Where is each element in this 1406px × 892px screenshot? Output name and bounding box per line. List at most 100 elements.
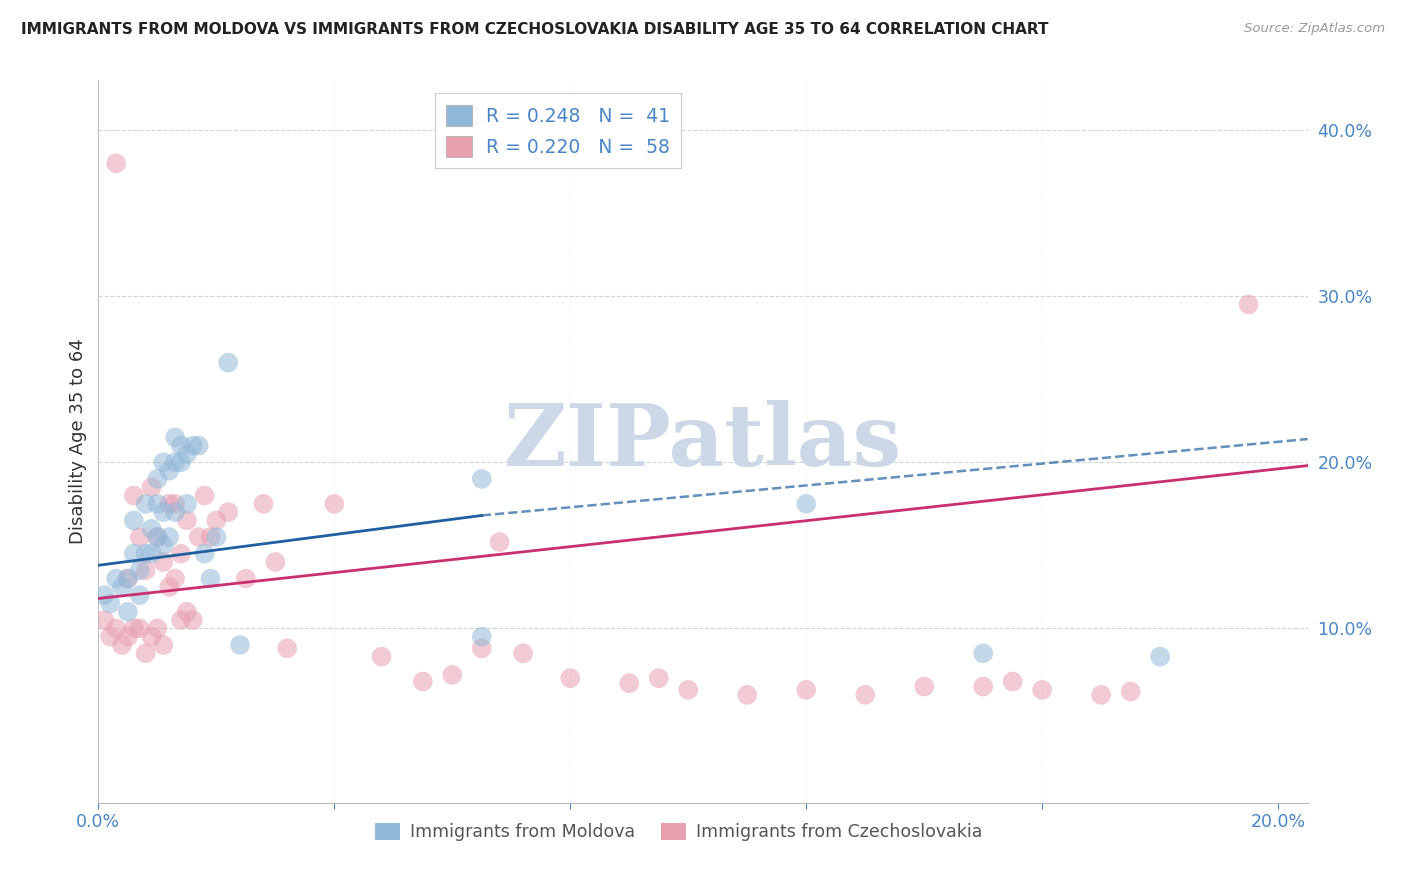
Point — [205, 530, 228, 544]
Point — [141, 547, 163, 561]
Point — [560, 671, 582, 685]
Point — [165, 505, 187, 519]
Point — [152, 638, 174, 652]
Point — [128, 588, 150, 602]
Point — [111, 580, 134, 594]
Point — [122, 547, 145, 561]
Point — [181, 439, 204, 453]
Point — [135, 563, 157, 577]
Point — [146, 497, 169, 511]
Point — [794, 682, 817, 697]
Point — [176, 605, 198, 619]
Point — [323, 497, 346, 511]
Point — [117, 605, 139, 619]
Point — [512, 646, 534, 660]
Point — [157, 464, 180, 478]
Point — [105, 156, 128, 170]
Point — [488, 535, 510, 549]
Point — [117, 572, 139, 586]
Y-axis label: Disability Age 35 to 64: Disability Age 35 to 64 — [69, 339, 87, 544]
Point — [678, 682, 700, 697]
Point — [441, 668, 464, 682]
Point — [146, 472, 169, 486]
Point — [1031, 682, 1053, 697]
Point — [93, 613, 115, 627]
Point — [217, 356, 239, 370]
Point — [170, 547, 193, 561]
Point — [170, 439, 193, 453]
Point — [165, 572, 187, 586]
Point — [735, 688, 758, 702]
Point — [157, 580, 180, 594]
Point — [229, 638, 252, 652]
Point — [98, 597, 121, 611]
Point — [128, 621, 150, 635]
Point — [200, 572, 222, 586]
Point — [135, 646, 157, 660]
Point — [794, 497, 817, 511]
Point — [200, 530, 222, 544]
Point — [471, 641, 494, 656]
Point — [187, 439, 209, 453]
Point — [972, 646, 994, 660]
Point — [176, 513, 198, 527]
Point — [128, 530, 150, 544]
Point — [972, 680, 994, 694]
Point — [135, 547, 157, 561]
Point — [619, 676, 641, 690]
Point — [176, 497, 198, 511]
Point — [165, 430, 187, 444]
Point — [1119, 684, 1142, 698]
Point — [152, 538, 174, 552]
Point — [252, 497, 274, 511]
Point — [117, 572, 139, 586]
Point — [98, 630, 121, 644]
Text: Source: ZipAtlas.com: Source: ZipAtlas.com — [1244, 22, 1385, 36]
Point — [165, 497, 187, 511]
Point — [117, 630, 139, 644]
Point — [152, 455, 174, 469]
Text: ZIPatlas: ZIPatlas — [503, 400, 903, 483]
Point — [157, 497, 180, 511]
Point — [135, 497, 157, 511]
Point — [370, 649, 392, 664]
Point — [152, 555, 174, 569]
Point — [187, 530, 209, 544]
Point — [471, 630, 494, 644]
Point — [165, 455, 187, 469]
Point — [853, 688, 876, 702]
Point — [122, 489, 145, 503]
Legend: Immigrants from Moldova, Immigrants from Czechoslovakia: Immigrants from Moldova, Immigrants from… — [368, 815, 990, 848]
Point — [141, 480, 163, 494]
Point — [194, 489, 217, 503]
Point — [264, 555, 287, 569]
Point — [1237, 297, 1260, 311]
Point — [141, 630, 163, 644]
Point — [111, 638, 134, 652]
Point — [1090, 688, 1112, 702]
Point — [217, 505, 239, 519]
Point — [170, 455, 193, 469]
Point — [105, 572, 128, 586]
Point — [152, 505, 174, 519]
Point — [122, 513, 145, 527]
Point — [181, 613, 204, 627]
Point — [1001, 674, 1024, 689]
Point — [122, 621, 145, 635]
Point — [176, 447, 198, 461]
Point — [912, 680, 935, 694]
Point — [93, 588, 115, 602]
Point — [105, 621, 128, 635]
Point — [170, 613, 193, 627]
Point — [235, 572, 257, 586]
Point — [471, 472, 494, 486]
Point — [141, 522, 163, 536]
Point — [146, 530, 169, 544]
Point — [194, 547, 217, 561]
Point — [648, 671, 671, 685]
Point — [276, 641, 298, 656]
Point — [205, 513, 228, 527]
Point — [1149, 649, 1171, 664]
Point — [128, 563, 150, 577]
Point — [146, 621, 169, 635]
